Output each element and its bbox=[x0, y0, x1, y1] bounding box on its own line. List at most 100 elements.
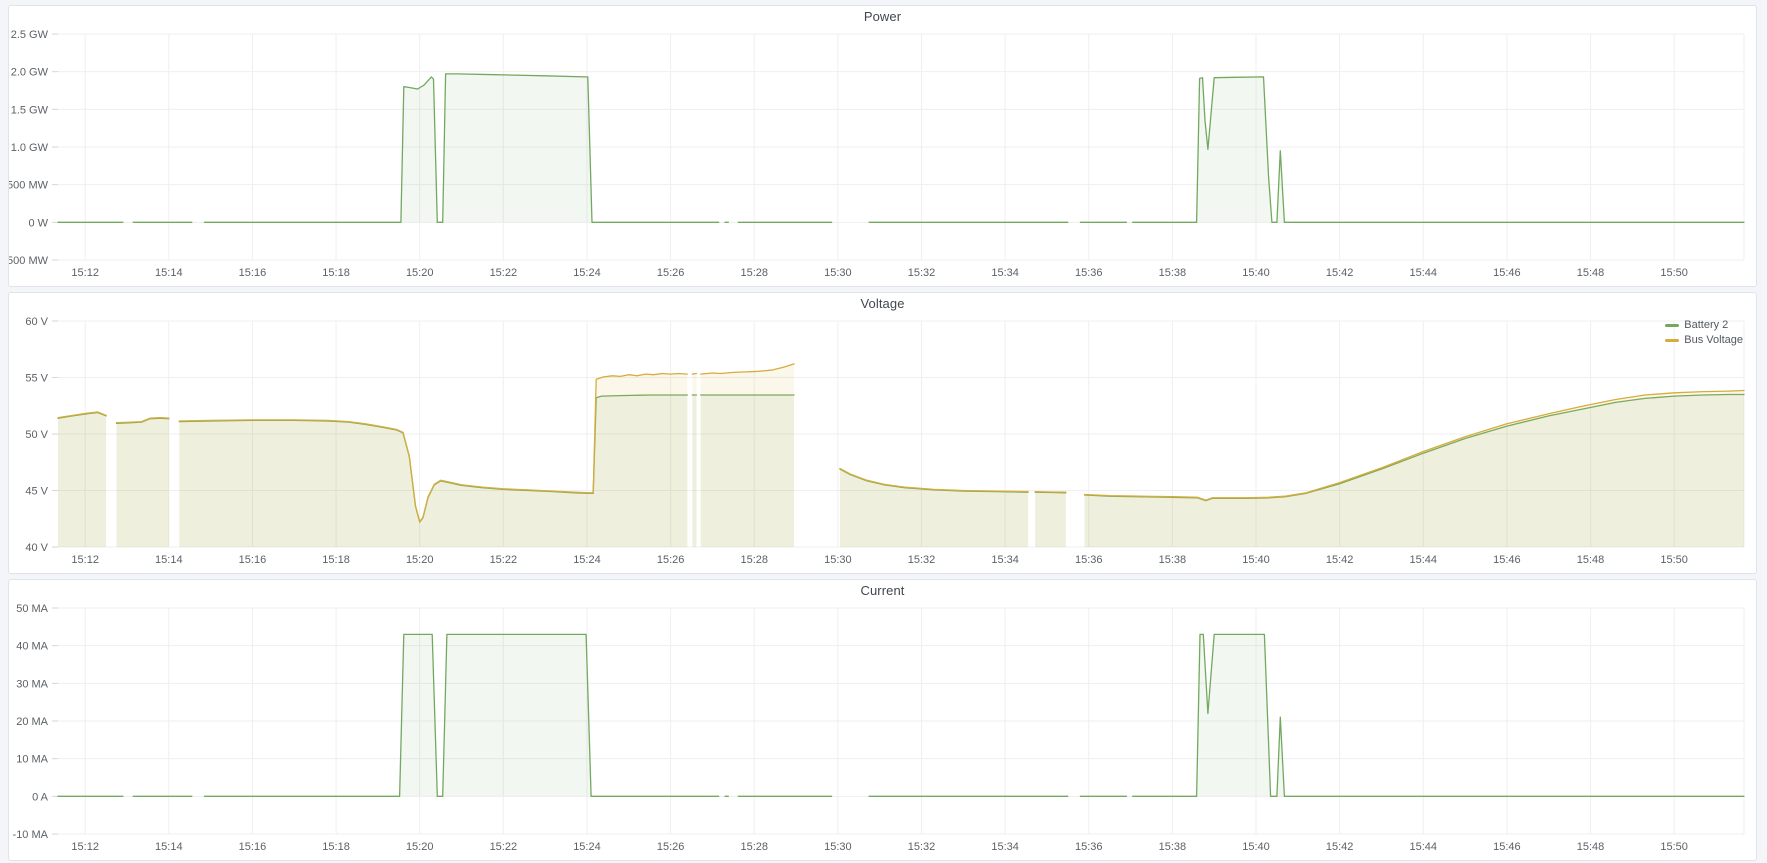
svg-text:15:44: 15:44 bbox=[1410, 841, 1438, 853]
svg-text:15:24: 15:24 bbox=[573, 554, 601, 566]
svg-text:15:44: 15:44 bbox=[1410, 267, 1438, 279]
panel-current: Current 50 MA 40 MA 30 MA 20 MA 10 MA 0 A -10 … bbox=[8, 579, 1757, 861]
legend-label: Battery 2 bbox=[1684, 319, 1729, 331]
svg-text:15:46: 15:46 bbox=[1493, 267, 1521, 279]
svg-text:15:28: 15:28 bbox=[740, 267, 768, 279]
svg-text:15:28: 15:28 bbox=[740, 554, 768, 566]
legend-label: Bus Voltage bbox=[1684, 334, 1743, 346]
series-group bbox=[57, 73, 1745, 223]
svg-text:0 W: 0 W bbox=[28, 217, 48, 229]
svg-text:15:30: 15:30 bbox=[824, 554, 852, 566]
svg-text:40 MA: 40 MA bbox=[16, 641, 48, 653]
svg-text:10 MA: 10 MA bbox=[16, 754, 48, 766]
power-chart-canvas[interactable]: 2.5 GW 2.0 GW 1.5 GW 1.0 GW 500 MW 0 W -500 MW… bbox=[9, 26, 1756, 286]
svg-text:15:38: 15:38 bbox=[1159, 554, 1187, 566]
svg-text:60 V: 60 V bbox=[25, 316, 48, 328]
svg-text:15:26: 15:26 bbox=[657, 841, 685, 853]
svg-text:15:42: 15:42 bbox=[1326, 554, 1354, 566]
svg-text:15:50: 15:50 bbox=[1660, 841, 1688, 853]
svg-text:15:48: 15:48 bbox=[1577, 841, 1605, 853]
svg-text:15:42: 15:42 bbox=[1326, 841, 1354, 853]
voltage-legend: Battery 2 Bus Voltage bbox=[1665, 319, 1743, 346]
svg-text:15:12: 15:12 bbox=[71, 267, 99, 279]
voltage-chart-canvas[interactable]: 60 V 55 V 50 V 45 V 40 V 15:12 15:14 15:16 15:18… bbox=[9, 313, 1756, 573]
svg-text:15:12: 15:12 bbox=[71, 841, 99, 853]
series-group bbox=[57, 363, 1745, 547]
svg-text:15:48: 15:48 bbox=[1577, 554, 1605, 566]
svg-text:15:26: 15:26 bbox=[657, 267, 685, 279]
svg-text:50 MA: 50 MA bbox=[16, 603, 48, 615]
svg-text:2.0 GW: 2.0 GW bbox=[11, 67, 49, 79]
gridlines bbox=[52, 33, 1745, 261]
svg-text:500 MW: 500 MW bbox=[9, 180, 49, 192]
svg-text:15:42: 15:42 bbox=[1326, 267, 1354, 279]
battery-2-series-swatch bbox=[1665, 323, 1680, 327]
panel-title[interactable]: Voltage bbox=[860, 296, 905, 311]
axis-labels: 60 V 55 V 50 V 45 V 40 V 15:12 15:14 15:16 15:18… bbox=[25, 316, 1688, 566]
svg-text:15:22: 15:22 bbox=[490, 841, 518, 853]
svg-text:15:40: 15:40 bbox=[1242, 554, 1270, 566]
svg-text:15:16: 15:16 bbox=[239, 841, 267, 853]
svg-text:15:18: 15:18 bbox=[322, 267, 350, 279]
svg-text:15:14: 15:14 bbox=[155, 267, 183, 279]
panel-title[interactable]: Power bbox=[863, 9, 902, 24]
svg-text:15:46: 15:46 bbox=[1493, 554, 1521, 566]
svg-text:15:16: 15:16 bbox=[239, 267, 267, 279]
svg-text:15:30: 15:30 bbox=[824, 841, 852, 853]
svg-text:15:36: 15:36 bbox=[1075, 554, 1103, 566]
svg-text:2.5 GW: 2.5 GW bbox=[11, 29, 49, 41]
svg-text:15:36: 15:36 bbox=[1075, 267, 1103, 279]
legend-item-battery-2[interactable]: Battery 2 bbox=[1665, 319, 1743, 331]
svg-text:15:50: 15:50 bbox=[1660, 554, 1688, 566]
svg-text:1.5 GW: 1.5 GW bbox=[11, 104, 49, 116]
svg-text:15:36: 15:36 bbox=[1075, 841, 1103, 853]
svg-text:15:20: 15:20 bbox=[406, 554, 434, 566]
svg-text:20 MA: 20 MA bbox=[16, 716, 48, 728]
bus-voltage-series-swatch bbox=[1665, 338, 1680, 342]
svg-text:15:30: 15:30 bbox=[824, 267, 852, 279]
svg-text:15:12: 15:12 bbox=[71, 554, 99, 566]
svg-text:15:18: 15:18 bbox=[322, 554, 350, 566]
svg-text:15:16: 15:16 bbox=[239, 554, 267, 566]
svg-text:15:14: 15:14 bbox=[155, 554, 183, 566]
series-group bbox=[57, 633, 1745, 797]
legend-item-bus-voltage[interactable]: Bus Voltage bbox=[1665, 334, 1743, 346]
svg-text:15:32: 15:32 bbox=[908, 554, 936, 566]
gridlines bbox=[52, 607, 1745, 835]
svg-text:15:26: 15:26 bbox=[657, 554, 685, 566]
svg-text:15:50: 15:50 bbox=[1660, 267, 1688, 279]
svg-text:1.0 GW: 1.0 GW bbox=[11, 142, 49, 154]
svg-text:15:14: 15:14 bbox=[155, 841, 183, 853]
gridlines bbox=[52, 320, 1745, 548]
svg-text:0 A: 0 A bbox=[32, 791, 49, 803]
svg-text:50 V: 50 V bbox=[25, 429, 48, 441]
svg-text:15:22: 15:22 bbox=[490, 554, 518, 566]
axis-labels: 50 MA 40 MA 30 MA 20 MA 10 MA 0 A -10 MA 15:12 1… bbox=[13, 603, 1688, 853]
svg-text:15:28: 15:28 bbox=[740, 841, 768, 853]
svg-text:15:32: 15:32 bbox=[908, 841, 936, 853]
svg-text:15:34: 15:34 bbox=[991, 554, 1019, 566]
svg-text:15:40: 15:40 bbox=[1242, 267, 1270, 279]
panel-power: Power 2.5 GW 2.0 GW 1.5 GW 1.0 GW 500 MW 0 W -… bbox=[8, 5, 1757, 287]
svg-text:15:20: 15:20 bbox=[406, 267, 434, 279]
svg-text:15:40: 15:40 bbox=[1242, 841, 1270, 853]
svg-text:15:24: 15:24 bbox=[573, 841, 601, 853]
svg-text:15:38: 15:38 bbox=[1159, 841, 1187, 853]
panel-voltage: Voltage 60 V 55 V 50 V 45 V 40 V 15:12 15:14 15… bbox=[8, 292, 1757, 574]
svg-text:-500 MW: -500 MW bbox=[9, 255, 49, 267]
svg-text:15:44: 15:44 bbox=[1410, 554, 1438, 566]
panel-title[interactable]: Current bbox=[860, 583, 905, 598]
svg-text:15:38: 15:38 bbox=[1159, 267, 1187, 279]
axis-labels: 2.5 GW 2.0 GW 1.5 GW 1.0 GW 500 MW 0 W -500 MW… bbox=[9, 29, 1688, 279]
svg-text:15:32: 15:32 bbox=[908, 267, 936, 279]
svg-text:15:46: 15:46 bbox=[1493, 841, 1521, 853]
current-chart-canvas[interactable]: 50 MA 40 MA 30 MA 20 MA 10 MA 0 A -10 MA 15:12 1… bbox=[9, 600, 1756, 860]
svg-text:40 V: 40 V bbox=[25, 542, 48, 554]
svg-text:45 V: 45 V bbox=[25, 486, 48, 498]
svg-text:15:24: 15:24 bbox=[573, 267, 601, 279]
svg-text:30 MA: 30 MA bbox=[16, 678, 48, 690]
svg-text:15:20: 15:20 bbox=[406, 841, 434, 853]
svg-text:15:22: 15:22 bbox=[490, 267, 518, 279]
svg-text:15:18: 15:18 bbox=[322, 841, 350, 853]
